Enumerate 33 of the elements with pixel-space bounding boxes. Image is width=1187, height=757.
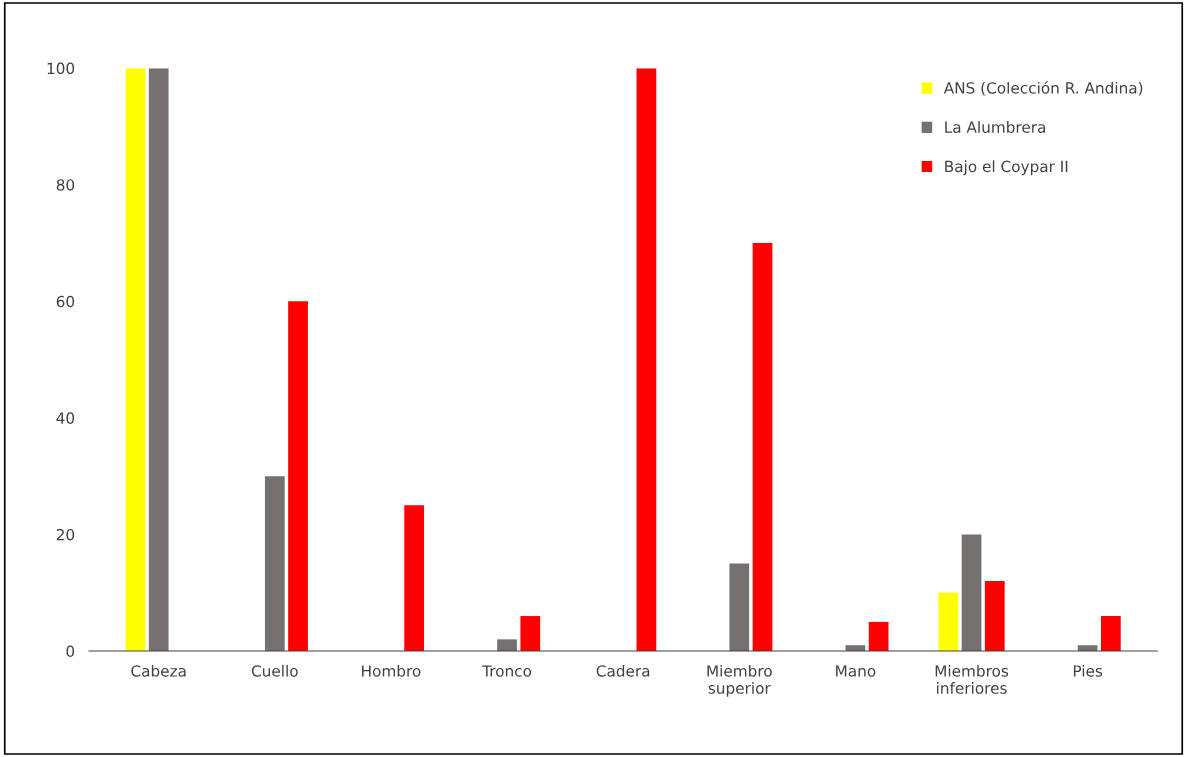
bar <box>404 505 425 652</box>
x-tick-label: Cuello <box>251 664 298 677</box>
y-tick-label: 60 <box>56 295 75 308</box>
bar <box>868 621 889 652</box>
legend-label: Bajo el Coypar II <box>945 160 1068 176</box>
x-tick-label: Cabeza <box>131 664 186 677</box>
legend-label: La Alumbrera <box>945 121 1046 133</box>
x-tick-label: Tronco <box>482 665 532 677</box>
x-tick-label: Hombro <box>362 664 421 677</box>
bar <box>729 563 750 652</box>
x-tick-label: Cadera <box>596 664 650 677</box>
bar <box>497 639 517 652</box>
x-tick-label: Miembro superior <box>707 664 772 697</box>
legend-label: ANS (Colección R. Andina) <box>943 81 1143 96</box>
y-tick-label: 80 <box>56 179 75 191</box>
bar <box>125 68 146 652</box>
bar <box>288 301 308 652</box>
x-tick-label: Miembros inferiores <box>935 664 1009 694</box>
bar <box>520 616 541 652</box>
bar <box>938 592 959 652</box>
y-tick-label: 100 <box>47 62 75 75</box>
bar <box>961 534 982 652</box>
y-tick-label: 0 <box>66 645 75 658</box>
y-tick-label: 20 <box>56 528 75 541</box>
x-tick-label: Mano <box>836 665 876 677</box>
x-tick-label: Pies <box>1073 664 1103 677</box>
bar <box>264 476 285 652</box>
bar <box>148 68 169 652</box>
y-tick-label: 40 <box>56 412 75 424</box>
bar <box>1101 616 1121 652</box>
bar <box>752 243 773 652</box>
bar <box>984 581 1005 652</box>
bar <box>636 68 657 652</box>
